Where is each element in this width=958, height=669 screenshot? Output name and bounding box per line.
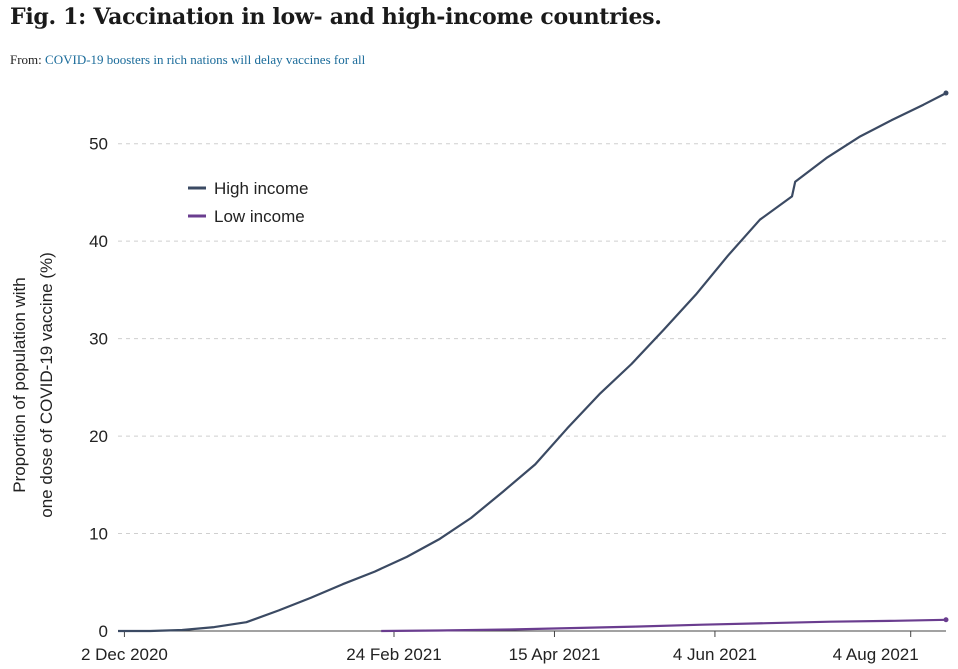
gridlines [118,143,946,535]
y-tick-label: 50 [89,135,108,154]
y-tick-label: 20 [89,427,108,446]
series-lines [118,90,949,633]
series-line [118,92,947,633]
series-line [381,618,947,633]
x-tick-label: 15 Apr 2021 [509,645,601,664]
from-label: From: [10,52,42,67]
x-tick-label: 4 Aug 2021 [833,645,919,664]
y-axis-title-line2: one dose of COVID-19 vaccine (%) [37,252,56,518]
legend: High income Low income [188,179,309,226]
source-line: From: COVID-19 boosters in rich nations … [10,52,365,68]
y-axis: 0 10 20 30 40 50 [89,135,108,641]
x-tick-label: 2 Dec 2020 [81,645,168,664]
y-tick-label: 30 [89,330,108,349]
series-end-point [943,617,949,623]
x-tick-label: 4 Jun 2021 [673,645,757,664]
series-end-point [943,90,949,96]
x-tick-label: 24 Feb 2021 [346,645,441,664]
y-axis-title-line1: Proportion of population with [10,277,29,492]
figure-title: Fig. 1: Vaccination in low- and high-inc… [10,4,662,30]
source-article-link[interactable]: COVID-19 boosters in rich nations will d… [45,52,366,67]
legend-label: High income [214,179,309,198]
legend-label: Low income [214,207,305,226]
y-tick-label: 10 [89,525,108,544]
x-axis: 2 Dec 2020 24 Feb 2021 15 Apr 2021 4 Jun 20… [81,630,946,664]
y-tick-label: 40 [89,232,108,251]
y-tick-label: 0 [99,622,108,641]
